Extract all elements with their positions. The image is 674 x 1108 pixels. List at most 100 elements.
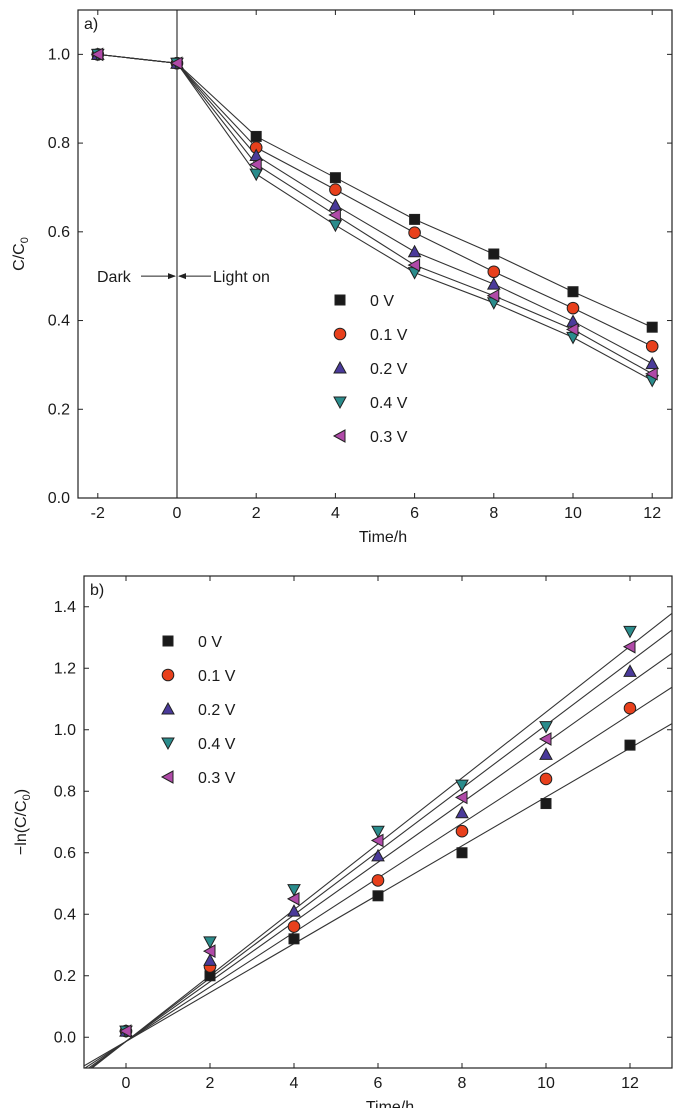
data-point-s1-5: [539, 772, 553, 786]
x-tick-label: 2: [206, 1075, 215, 1092]
data-point-s2-1: [203, 953, 217, 966]
y-axis-label-subscript: 0: [21, 794, 33, 800]
plot-frame: [83, 575, 673, 1069]
data-point-s4-6: [565, 322, 579, 337]
x-tick-label: 2: [252, 505, 261, 522]
plot-contents: [84, 612, 672, 1068]
panel-label: b): [90, 582, 104, 599]
x-axis-label: Time/h: [359, 529, 407, 546]
y-tick-label: 0.4: [48, 313, 70, 330]
data-point-s3-6: [623, 625, 637, 639]
annotation-arrowhead-right: [178, 273, 186, 280]
x-tick-label: 8: [458, 1075, 467, 1092]
x-tick-label: 4: [290, 1075, 299, 1092]
data-point-s2-5: [486, 277, 501, 290]
x-tick-label: 10: [537, 1075, 555, 1092]
data-point-s2-6: [623, 664, 637, 677]
legend-marker-4: [332, 429, 346, 443]
legend-label-0: 0 V: [370, 293, 394, 310]
data-point-s2-4: [455, 805, 469, 819]
data-point-s4-0: [118, 1024, 132, 1038]
y-tick-label: 1.2: [54, 660, 76, 677]
legend-label-0: 0 V: [198, 634, 222, 651]
x-tick-label: 10: [564, 505, 582, 522]
series-line-0: [97, 53, 653, 328]
y-axis-label-main: −ln(C/C: [13, 800, 30, 855]
data-point-s4-7: [645, 366, 658, 381]
x-tick-label: 6: [410, 505, 419, 522]
data-point-s3-1: [203, 936, 217, 949]
y-tick-label: 1.4: [54, 599, 76, 616]
plot-contents: [90, 10, 660, 498]
y-tick-label: 0.0: [48, 490, 70, 507]
data-point-s3-3: [328, 219, 343, 233]
y-axis-label-subscript: 0: [19, 237, 31, 243]
data-point-s2-5: [539, 747, 553, 760]
data-point-s0-7: [646, 321, 658, 333]
y-tick-label: 0.8: [48, 135, 70, 152]
legend-marker-2: [161, 701, 175, 715]
data-point-s4-1: [169, 56, 183, 71]
data-point-s4-4: [454, 790, 468, 805]
data-point-s0-4: [409, 213, 421, 225]
plot-frame: [77, 9, 673, 499]
data-point-s0-2: [288, 933, 300, 945]
legend-marker-0: [162, 635, 174, 647]
legend-label-4: 0.3 V: [198, 770, 236, 787]
data-point-s2-3: [371, 848, 385, 862]
y-tick-label: 1.0: [48, 46, 70, 63]
legend-label-3: 0.4 V: [198, 736, 236, 753]
data-point-s4-5: [486, 288, 500, 303]
legend-label-1: 0.1 V: [370, 327, 408, 344]
series-line-3: [97, 53, 653, 381]
data-point-s0-3: [372, 890, 384, 902]
y-tick-label: 0.2: [54, 968, 76, 985]
data-point-s3-3: [371, 825, 385, 839]
data-point-s4-1: [202, 944, 216, 958]
data-point-s0-5: [540, 798, 552, 810]
data-point-s1-5: [487, 265, 501, 279]
data-point-s4-5: [538, 732, 552, 746]
data-point-s1-4: [408, 226, 421, 240]
data-point-s1-6: [566, 301, 580, 315]
legend-marker-1: [333, 327, 347, 341]
data-point-s3-4: [455, 779, 469, 793]
y-tick-label: 0.2: [48, 401, 70, 418]
data-point-s4-6: [622, 639, 636, 654]
legend-label-2: 0.2 V: [370, 361, 408, 378]
x-tick-label: 0: [122, 1075, 131, 1092]
data-point-s0-6: [567, 286, 579, 298]
legend-marker-2: [333, 360, 347, 374]
data-point-s1-4: [455, 824, 469, 838]
legend-label-2: 0.2 V: [198, 702, 236, 719]
annotation-light-on: Light on: [213, 269, 270, 286]
data-point-s3-5: [539, 721, 553, 734]
x-tick-label: 0: [173, 505, 182, 522]
x-tick-label: 4: [331, 505, 340, 522]
data-point-s4-3: [328, 208, 341, 222]
data-point-s0-5: [488, 248, 500, 260]
series-line-1: [97, 53, 653, 347]
data-point-s4-2: [286, 892, 300, 906]
data-point-s1-3: [371, 874, 385, 887]
x-tick-label: 12: [643, 505, 661, 522]
x-axis-label: Time/h: [366, 1099, 414, 1108]
panel-label: a): [84, 16, 98, 33]
legend-marker-4: [160, 770, 174, 784]
data-point-s2-4: [407, 244, 422, 258]
legend-marker-1: [161, 668, 175, 682]
y-axis-label: C/C0: [11, 237, 31, 271]
data-point-s4-4: [407, 258, 421, 272]
annotation-dark: Dark: [97, 269, 132, 286]
data-point-s2-2: [249, 148, 264, 162]
y-tick-label: 0.6: [54, 845, 76, 862]
x-tick-label: 12: [621, 1075, 639, 1092]
legend-label-1: 0.1 V: [198, 668, 236, 685]
data-point-s2-3: [328, 198, 343, 211]
legend-label-3: 0.4 V: [370, 395, 408, 412]
legend-marker-3: [333, 396, 347, 410]
y-axis-label: −ln(C/C0): [13, 789, 33, 855]
data-point-s2-2: [287, 904, 301, 917]
data-point-s1-3: [329, 183, 342, 196]
